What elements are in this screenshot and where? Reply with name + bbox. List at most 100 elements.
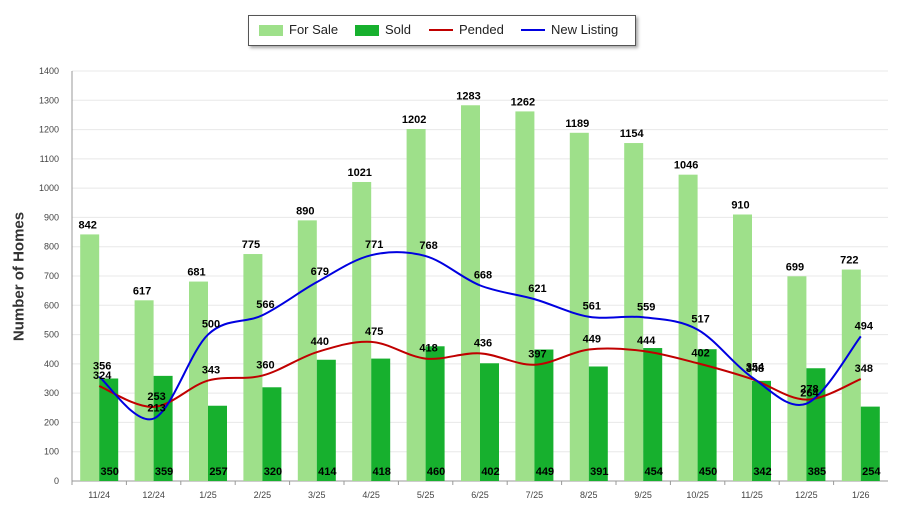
x-tick-label: 7/25 xyxy=(526,490,544,500)
data-label-new-listing: 621 xyxy=(528,283,546,295)
data-label-pended: 324 xyxy=(93,370,112,382)
legend-label-pended: Pended xyxy=(459,22,504,37)
y-tick-label: 1100 xyxy=(40,154,59,164)
y-tick-label: 1200 xyxy=(39,125,59,135)
y-tick-label: 700 xyxy=(44,271,59,281)
y-tick-label: 900 xyxy=(44,212,59,222)
data-label-pended: 348 xyxy=(855,363,873,375)
data-label-for-sale: 681 xyxy=(187,267,205,279)
y-tick-label: 1400 xyxy=(39,66,59,76)
y-tick-label: 1300 xyxy=(39,95,59,105)
data-label-pended: 402 xyxy=(691,347,709,359)
bar-for-sale xyxy=(678,174,698,481)
bar-sold xyxy=(371,358,391,481)
data-label-sold: 385 xyxy=(808,466,826,478)
legend-item-pended[interactable]: Pended xyxy=(429,22,504,37)
legend-item-for-sale[interactable]: For Sale xyxy=(259,22,338,37)
data-label-sold: 350 xyxy=(101,466,119,478)
bar-for-sale xyxy=(134,300,154,481)
data-label-pended: 278 xyxy=(800,384,818,396)
legend-item-new-listing[interactable]: New Listing xyxy=(521,22,618,37)
bar-for-sale xyxy=(624,143,644,482)
data-label-for-sale: 1262 xyxy=(511,96,535,108)
y-tick-label: 800 xyxy=(44,242,59,252)
bar-for-sale xyxy=(297,220,317,481)
data-label-sold: 320 xyxy=(264,466,282,478)
y-tick-label: 100 xyxy=(44,447,59,457)
line-pended xyxy=(98,340,862,408)
x-tick-label: 11/25 xyxy=(741,490,763,500)
data-label-new-listing: 771 xyxy=(365,239,383,251)
data-label-for-sale: 1202 xyxy=(402,114,426,126)
data-label-pended: 397 xyxy=(528,349,546,361)
y-axis-title: Number of Homes xyxy=(10,211,28,342)
data-label-pended: 253 xyxy=(147,391,165,403)
x-tick-label: 3/25 xyxy=(308,490,326,500)
x-tick-label: 6/25 xyxy=(471,490,489,500)
data-label-pended: 418 xyxy=(419,343,437,355)
bar-for-sale xyxy=(569,132,589,482)
x-tick-label: 1/26 xyxy=(852,490,870,500)
legend-label-new-listing: New Listing xyxy=(551,22,619,37)
bar-sold xyxy=(643,348,663,481)
legend-item-sold[interactable]: Sold xyxy=(355,22,411,37)
bar-sold xyxy=(697,349,717,481)
data-label-new-listing: 517 xyxy=(691,314,709,326)
bar-for-sale xyxy=(189,281,208,481)
data-label-for-sale: 910 xyxy=(731,200,749,212)
legend-swatch-pended xyxy=(429,28,453,31)
data-label-for-sale: 1283 xyxy=(456,90,480,102)
data-label-for-sale: 1189 xyxy=(565,118,589,130)
bar-for-sale xyxy=(787,276,807,481)
data-label-new-listing: 566 xyxy=(256,299,274,311)
legend-swatch-for-sale xyxy=(259,25,283,37)
data-label-for-sale: 1021 xyxy=(347,167,371,179)
bar-sold xyxy=(316,359,336,481)
data-label-new-listing: 213 xyxy=(147,403,165,415)
x-tick-label: 2/25 xyxy=(254,490,272,500)
line-new-listing xyxy=(98,251,862,421)
data-label-sold: 418 xyxy=(373,466,391,478)
y-tick-label: 600 xyxy=(44,300,59,310)
x-tick-label: 5/25 xyxy=(417,490,435,500)
data-label-for-sale: 1154 xyxy=(620,128,645,140)
data-label-for-sale: 617 xyxy=(133,285,151,297)
data-label-for-sale: 775 xyxy=(242,239,260,251)
legend-label-for-sale: For Sale xyxy=(289,22,339,37)
bar-for-sale xyxy=(406,128,426,481)
data-label-pended: 343 xyxy=(202,365,220,377)
legend-swatch-sold xyxy=(355,25,379,37)
y-tick-label: 300 xyxy=(44,388,59,398)
x-tick-label: 12/24 xyxy=(142,490,165,500)
data-label-sold: 391 xyxy=(590,466,608,478)
x-tick-label: 8/25 xyxy=(580,490,598,500)
bar-for-sale xyxy=(733,214,752,481)
y-tick-label: 0 xyxy=(54,476,59,486)
bar-sold xyxy=(480,363,499,481)
bar-sold xyxy=(262,387,282,481)
x-tick-label: 11/24 xyxy=(88,490,110,500)
bar-sold xyxy=(425,346,445,481)
data-label-new-listing: 768 xyxy=(419,240,437,252)
bar-sold xyxy=(534,349,554,481)
data-label-sold: 254 xyxy=(862,466,881,478)
x-tick-label: 9/25 xyxy=(634,490,652,500)
bar-sold xyxy=(208,405,227,481)
data-label-pended: 444 xyxy=(637,335,656,347)
data-label-sold: 454 xyxy=(645,466,664,478)
legend: For Sale Sold Pended New Listing xyxy=(248,15,636,46)
x-tick-label: 12/25 xyxy=(795,490,818,500)
data-label-new-listing: 354 xyxy=(746,361,765,373)
data-label-new-listing: 494 xyxy=(855,320,874,332)
data-label-sold: 257 xyxy=(209,466,227,478)
data-label-for-sale: 890 xyxy=(296,205,314,217)
data-label-new-listing: 500 xyxy=(202,319,220,331)
data-label-sold: 414 xyxy=(318,466,337,478)
data-label-new-listing: 679 xyxy=(311,266,329,278)
data-label-new-listing: 356 xyxy=(93,361,111,373)
bar-for-sale xyxy=(80,234,100,481)
data-label-sold: 359 xyxy=(155,466,173,478)
data-label-for-sale: 699 xyxy=(786,261,804,273)
bar-sold xyxy=(860,406,880,481)
